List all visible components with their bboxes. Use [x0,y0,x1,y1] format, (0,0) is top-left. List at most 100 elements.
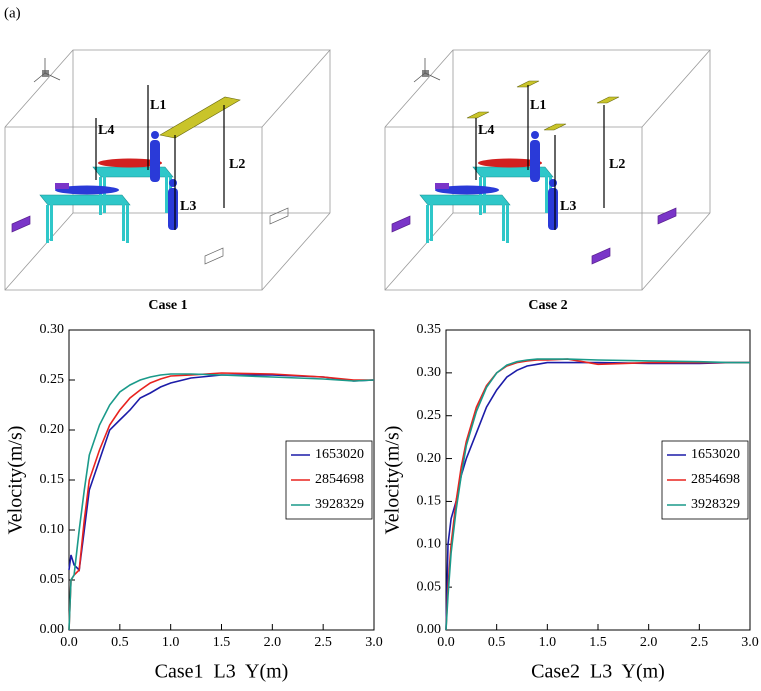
y-tick-label: 0.15 [40,472,65,487]
y-tick-label: 0.30 [40,322,65,337]
person-body [150,140,160,182]
legend-label: 1653020 [691,447,740,462]
legend-label: 3928329 [315,497,364,512]
supply-panel [596,96,620,104]
table-leg [430,203,433,241]
x-axis-title: Case1 L3 Y(m) [155,661,289,683]
room-edge [261,50,331,291]
legend-label: 2854698 [315,472,364,487]
vent [269,207,289,225]
table-leg [46,205,49,243]
table-leg [103,175,106,213]
series-line [445,358,750,631]
x-tick-label: 0.5 [111,635,129,650]
table-leg [126,205,129,243]
table-leg [479,177,482,215]
line-label: L1 [530,98,546,113]
patient [478,158,542,168]
person-body [168,188,178,230]
y-tick-label: 0.25 [40,372,65,387]
vent [435,183,449,189]
x-tick-label: 2.5 [691,635,709,650]
vent [204,247,224,265]
y-tick-label: 0.25 [417,408,442,423]
series-line [445,358,750,631]
y-tick-label: 0.05 [40,572,65,587]
y-axis-title: Velocity(m/s) [5,426,27,535]
series-line [68,372,374,631]
y-tick-label: 0.00 [40,622,65,637]
supply-panel [159,96,241,139]
table-leg [545,175,548,213]
axis-icon [33,72,46,83]
y-tick-label: 0.30 [417,365,442,380]
x-tick-label: 1.0 [162,635,180,650]
vent [657,207,677,225]
legend-label: 1653020 [315,447,364,462]
table-top [39,194,131,206]
vent [591,247,611,265]
y-tick-label: 0.20 [417,451,442,466]
vent [55,183,69,189]
y-tick-label: 0.15 [417,494,442,509]
x-tick-label: 1.5 [589,635,607,650]
x-tick-label: 0.0 [437,635,455,650]
vent [11,215,31,233]
y-tick-label: 0.35 [417,322,442,337]
x-tick-label: 1.0 [539,635,557,650]
person-head [151,131,159,139]
line-label: L4 [98,123,114,138]
y-axis-title: Velocity(m/s) [382,426,404,535]
supply-panel [543,123,567,131]
room-edge [384,212,710,291]
room-diagram: L1 L2 L3 L4 Case 1 [4,49,331,313]
supply-panel [516,80,540,88]
room-edge [4,212,330,291]
line-label: L1 [150,98,166,113]
panel-label: (a) [4,5,21,21]
person-body [548,188,558,230]
table-leg [165,175,168,213]
person-head [531,131,539,139]
y-tick-label: 0.20 [40,422,65,437]
series-line [68,373,375,631]
table-leg [506,205,509,243]
patient [435,185,499,195]
patient [98,158,162,168]
table-leg [502,203,505,241]
line-label: L2 [229,157,245,172]
line-label: L3 [180,199,196,214]
supply-panel [466,111,490,119]
room-edge [4,49,331,128]
room-edge [641,50,711,291]
table-leg [122,203,125,241]
line-label: L4 [478,123,494,138]
y-tick-label: 0.10 [40,522,65,537]
person-body [530,140,540,182]
x-tick-label: 2.0 [640,635,658,650]
legend-label: 2854698 [691,472,740,487]
line-label: L3 [560,199,576,214]
patient [55,185,119,195]
x-tick-label: 0.5 [488,635,506,650]
axis-icon [413,72,426,83]
table-leg [483,175,486,213]
x-tick-label: 3.0 [365,635,383,650]
person-head [169,179,177,187]
vent [391,215,411,233]
room-edge [384,49,711,128]
person-head [549,179,557,187]
y-tick-label: 0.05 [417,579,442,594]
table-leg [426,205,429,243]
y-tick-label: 0.00 [417,622,442,637]
legend-label: 3928329 [691,497,740,512]
table-leg [99,177,102,215]
diagram-caption: Case 2 [528,298,567,313]
y-tick-label: 0.10 [417,537,442,552]
x-tick-label: 3.0 [741,635,759,650]
x-tick-label: 2.5 [314,635,332,650]
x-tick-label: 1.5 [213,635,231,650]
diagram-caption: Case 1 [148,298,187,313]
room-diagram: L1 L2 L3 L4 Case 2 [384,49,711,313]
